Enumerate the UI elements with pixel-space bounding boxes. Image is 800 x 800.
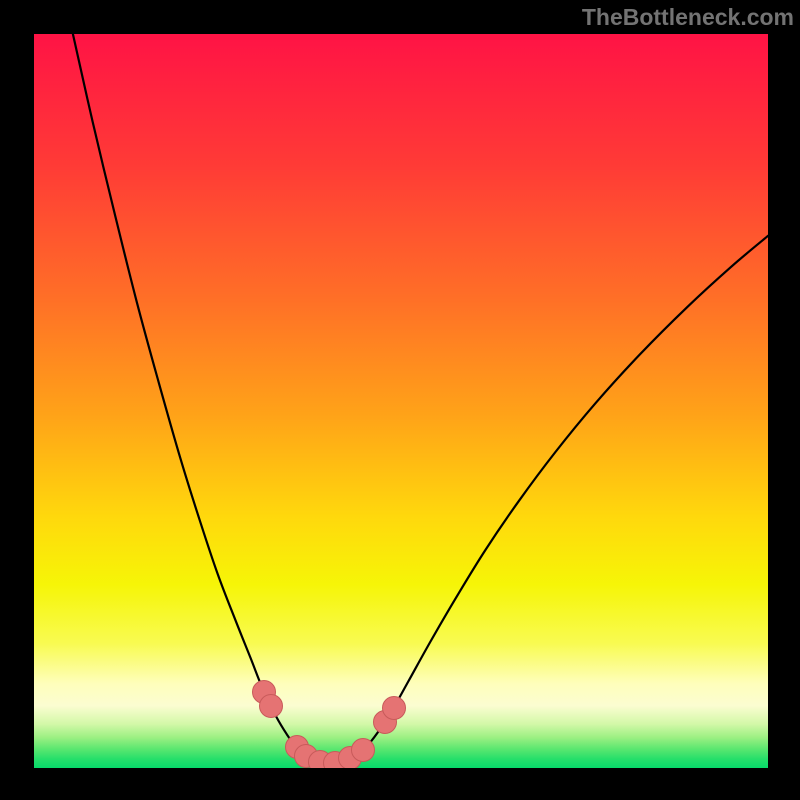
data-marker [351,738,375,762]
plot-area [34,34,768,768]
watermark-text: TheBottleneck.com [582,4,794,31]
markers-layer [34,34,768,768]
data-marker [382,696,406,720]
data-marker [259,694,283,718]
